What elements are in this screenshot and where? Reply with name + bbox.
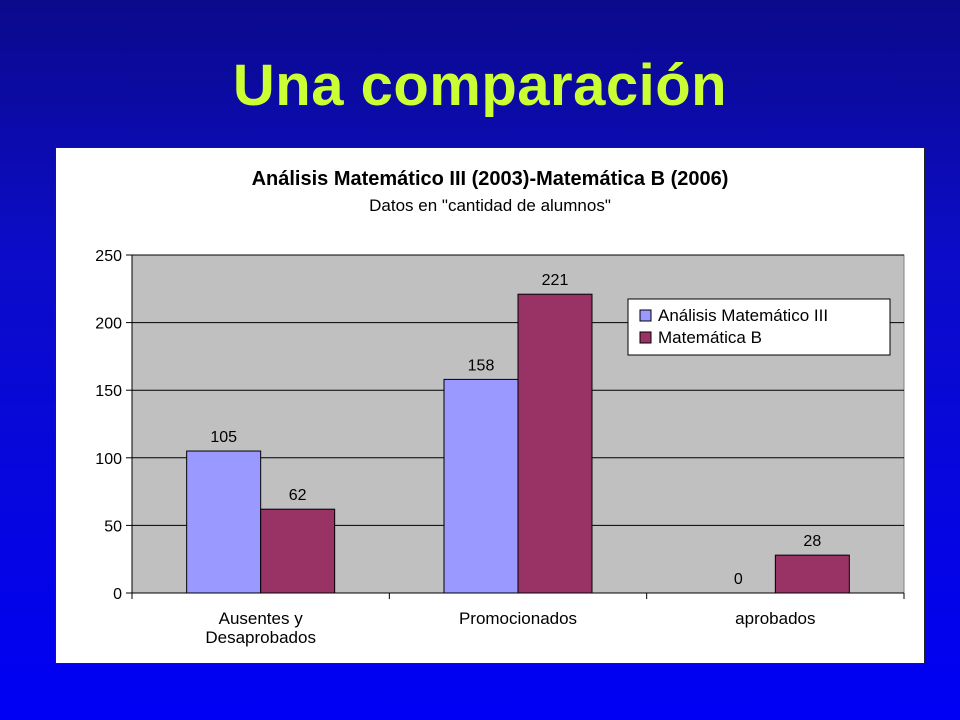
data-label: 105 — [210, 429, 237, 446]
data-label: 0 — [734, 571, 743, 588]
legend-swatch — [639, 309, 652, 322]
legend-swatch — [639, 331, 652, 344]
y-tick-label: 50 — [104, 518, 122, 535]
data-label: 158 — [468, 357, 495, 374]
legend: Análisis Matemático III Matemática B — [627, 298, 891, 356]
x-tick-label: Promocionados — [459, 609, 577, 628]
y-tick-label: 150 — [95, 383, 122, 400]
y-tick-label: 250 — [95, 248, 122, 265]
x-tick-label: Desaprobados — [205, 628, 316, 647]
data-label: 28 — [803, 533, 821, 550]
y-tick-label: 0 — [113, 586, 122, 603]
data-label: 221 — [542, 272, 569, 289]
bar — [260, 508, 336, 594]
bar — [517, 293, 593, 594]
chart-title: Análisis Matemático III (2003)-Matemátic… — [252, 168, 729, 190]
x-tick-label: Ausentes y — [219, 609, 304, 628]
chart-subtitle: Datos en "cantidad de alumnos" — [369, 196, 611, 215]
legend-label: Matemática B — [658, 328, 762, 347]
bar — [443, 378, 519, 594]
bar-chart: Análisis Matemático III (2003)-Matemátic… — [95, 168, 905, 647]
bar — [774, 554, 850, 594]
legend-label: Análisis Matemático III — [658, 306, 828, 325]
slide-title: Una comparación — [232, 53, 728, 118]
y-tick-label: 200 — [95, 316, 122, 333]
y-tick-label: 100 — [95, 451, 122, 468]
bar — [186, 450, 262, 594]
chart-panel: Análisis Matemático III (2003)-Matemátic… — [55, 147, 925, 664]
x-tick-label: aprobados — [735, 609, 815, 628]
data-label: 62 — [289, 487, 307, 504]
legend-box — [627, 298, 891, 356]
